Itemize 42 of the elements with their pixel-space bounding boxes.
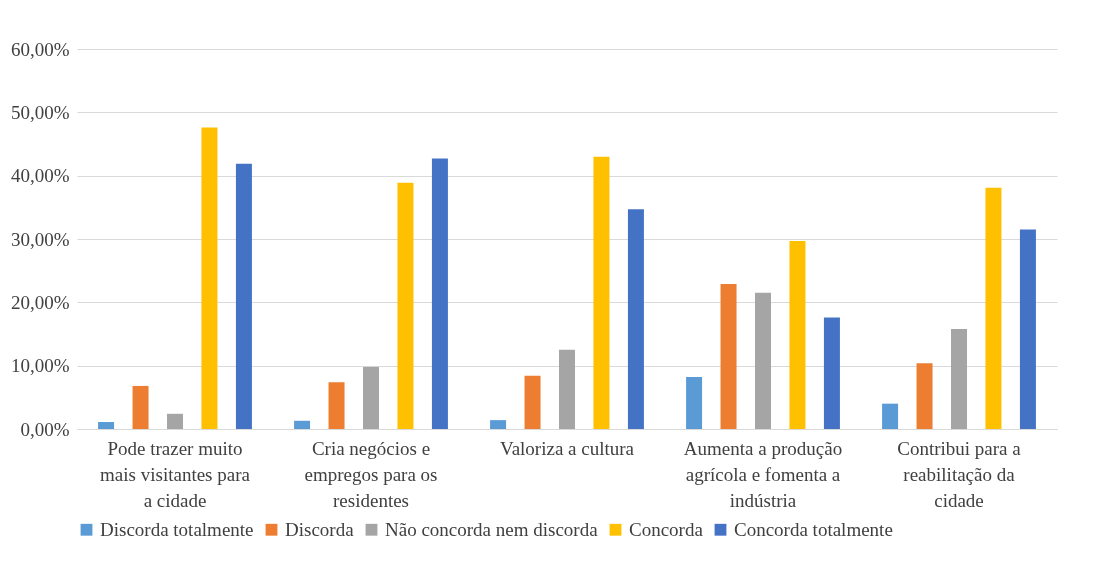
bar [559, 349, 575, 429]
bar [916, 363, 933, 429]
legend-label: Concorda totalmente [734, 518, 893, 540]
y-tick-label: 10,00% [10, 355, 70, 377]
y-tick-label: 30,00% [10, 228, 70, 250]
bar [363, 366, 379, 429]
bar [328, 382, 345, 429]
bar [235, 163, 252, 429]
x-tick-label: Contribui para a reabilitação da cidade [897, 437, 1022, 511]
x-tick-label: Aumenta a produção agrícola e fomenta a indústria [683, 437, 843, 511]
bar [132, 385, 149, 429]
bar [490, 420, 507, 429]
bar [431, 158, 448, 429]
bar [294, 420, 311, 429]
x-tick-label: Cria negócios e empregos para os residentes [304, 437, 438, 511]
legend-label: Concorda [629, 518, 704, 540]
bar [985, 187, 1002, 429]
y-tick-label: 0,00% [20, 418, 70, 440]
bar [167, 413, 183, 429]
bar [951, 328, 967, 429]
legend-label: Não concorda nem discorda [385, 518, 599, 540]
bar [1019, 229, 1036, 429]
y-tick-label: 60,00% [10, 38, 70, 60]
bar [755, 292, 771, 429]
legend-label: Discorda totalmente [100, 518, 254, 540]
bar [686, 377, 703, 429]
y-tick-label: 50,00% [10, 101, 70, 123]
bar [201, 127, 218, 429]
bar [882, 403, 899, 429]
legend-label: Discorda [285, 518, 355, 540]
y-tick-label: 20,00% [10, 291, 70, 313]
bar [524, 375, 541, 429]
bar [823, 317, 840, 429]
bar [720, 283, 737, 429]
bar [789, 240, 806, 429]
x-tick-label: Valoriza a cultura [500, 437, 635, 459]
bar [397, 182, 414, 429]
bar [98, 422, 115, 429]
x-tick-label: Pode trazer muito mais visitantes para a cidade [100, 437, 251, 511]
y-tick-label: 40,00% [10, 165, 70, 187]
bar [593, 156, 610, 429]
bar [627, 209, 644, 429]
